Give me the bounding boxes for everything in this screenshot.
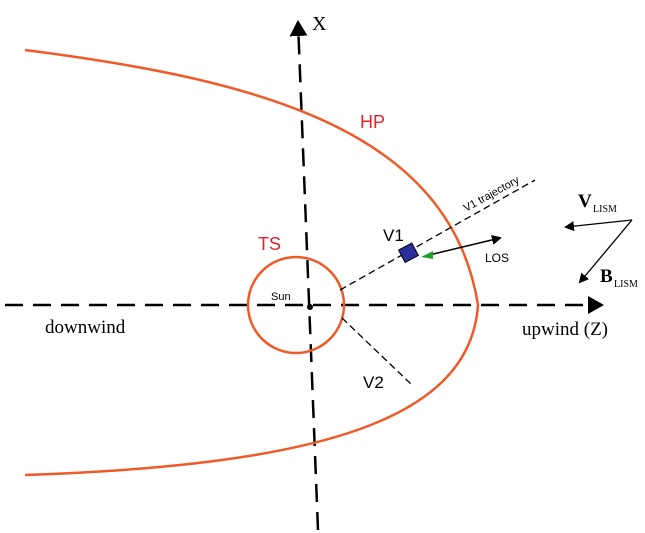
- los-label: LOS: [485, 251, 509, 265]
- los-arrowhead: [421, 251, 433, 259]
- v2-trajectory: [341, 317, 413, 386]
- b-lism-arrow: [578, 219, 633, 284]
- v-lism-main: V: [578, 191, 592, 212]
- x-axis: [289, 20, 320, 531]
- hp-label: HP: [360, 112, 385, 132]
- los-arrow: [424, 235, 502, 257]
- downwind-label: downwind: [45, 317, 126, 338]
- upwind-label: upwind (Z): [522, 319, 608, 340]
- v1-trajectory-label: V1 trajectory: [462, 174, 522, 215]
- v2-label: V2: [363, 373, 384, 392]
- v-lism-arrow: [564, 219, 633, 232]
- v1-spacecraft: [397, 242, 420, 264]
- termination-shock: [246, 255, 346, 355]
- ts-label: TS: [258, 234, 281, 254]
- sun-label: Sun: [271, 291, 291, 303]
- v1-trajectory: [339, 179, 536, 291]
- x-label: X: [312, 13, 327, 35]
- b-lism-main: B: [600, 266, 613, 287]
- b-lism-sub: LISM: [614, 279, 638, 290]
- v1-label: V1: [383, 226, 404, 245]
- sun-dot: [307, 304, 313, 310]
- heliopause: [24, 48, 480, 477]
- v-lism-sub: LISM: [593, 204, 617, 215]
